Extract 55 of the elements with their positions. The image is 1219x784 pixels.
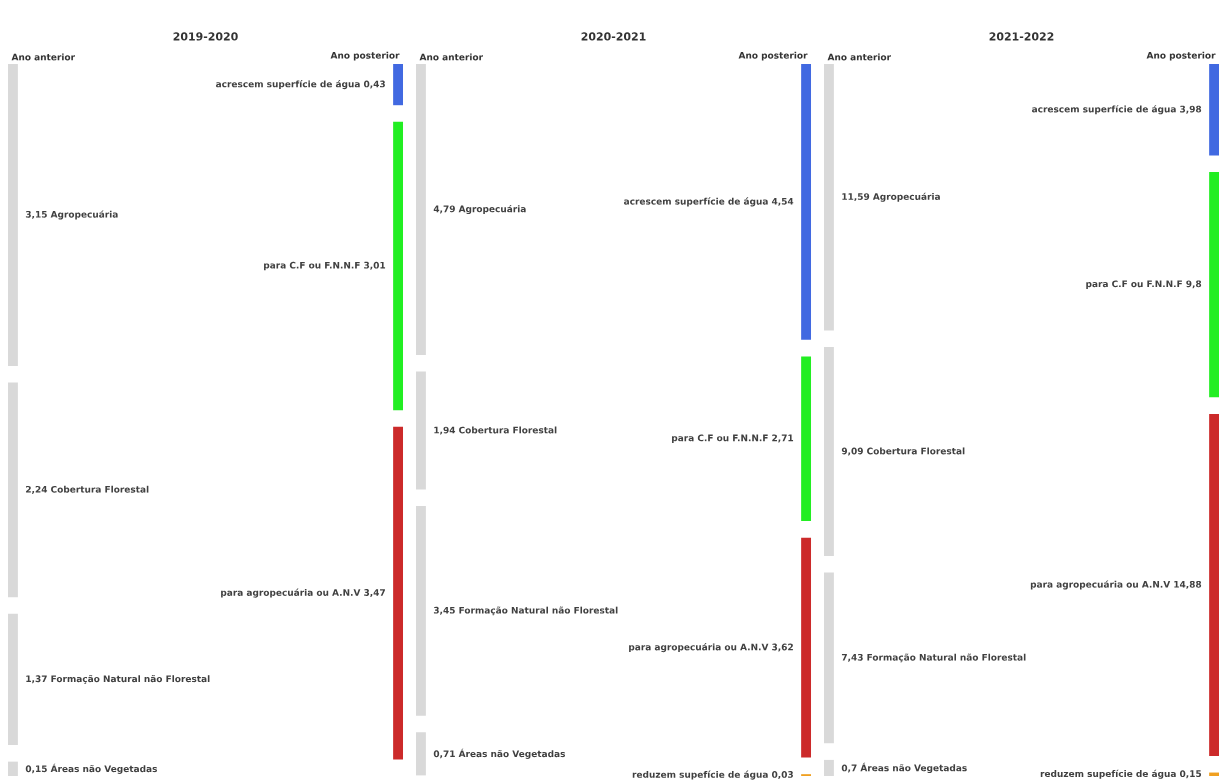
category-label: Áreas não Vegetadas xyxy=(860,762,967,774)
text: 2021-2022 xyxy=(989,32,1054,41)
data-label: 3,47 xyxy=(364,589,385,598)
category-label: Agropecuária xyxy=(50,210,118,220)
category-label: para C.F ou F.N.N.F xyxy=(264,261,360,271)
data-label: 3,62 xyxy=(772,643,793,652)
data-label: 0,03 xyxy=(771,771,793,779)
data-label: 2,71 xyxy=(772,434,794,443)
category-label: Agropecuária xyxy=(458,204,526,215)
text: Ano posterior xyxy=(1146,51,1216,61)
category-label: Cobertura Florestal xyxy=(51,485,149,493)
text: Ano posterior xyxy=(330,51,400,61)
text: Ano posterior xyxy=(738,51,808,61)
category-label: para agropecuária ou A.N.V xyxy=(221,588,361,598)
category-label: para agropecuária ou A.N.V xyxy=(629,643,769,653)
data-label: 0,43 xyxy=(363,80,385,89)
data-label: 4,79 xyxy=(433,205,455,214)
category-label: Áreas não Vegetadas xyxy=(458,748,566,759)
data-label: 3,45 xyxy=(433,606,455,615)
category-label: para C.F ou F.N.N.F xyxy=(1086,280,1182,289)
data-label: 7,43 xyxy=(841,653,863,662)
category-label: acrescem superfície de água xyxy=(216,80,360,90)
data-label: 4,54 xyxy=(771,198,794,206)
category-label: Formação Natural não Florestal xyxy=(459,606,618,616)
data-label: 0,7 xyxy=(841,764,857,773)
text: 2020-2021 xyxy=(581,32,646,41)
category-label: acrescem superfície de água xyxy=(1032,105,1176,115)
category-label: acrescem superfície de água xyxy=(624,197,768,207)
category-label: reduzem supefície de água xyxy=(1040,769,1176,779)
text: 2019-2020 xyxy=(173,32,238,41)
text: Ano anterior xyxy=(827,53,891,61)
data-label: 9,09 xyxy=(841,447,863,456)
text: Ano anterior xyxy=(419,53,483,61)
data-label: 11,59 xyxy=(842,193,870,202)
data-label: 3,01 xyxy=(364,261,386,270)
category-label: Formação Natural não Florestal xyxy=(51,675,210,684)
category-label: Cobertura Florestal xyxy=(867,447,965,455)
data-label: 0,15 xyxy=(1179,770,1202,779)
category-label: Cobertura Florestal xyxy=(459,426,557,434)
category-label: Agropecuária xyxy=(872,192,940,202)
data-label: 2,24 xyxy=(26,485,48,494)
category-label: Formação Natural não Florestal xyxy=(867,653,1026,663)
category-label: Áreas não Vegetadas xyxy=(50,763,157,774)
data-label: 1,94 xyxy=(434,426,456,435)
data-label: 0,71 xyxy=(433,750,455,759)
category-label: para agropecuária ou A.N.V xyxy=(1030,580,1171,590)
text: Ano anterior xyxy=(11,53,75,61)
data-label: 3,15 xyxy=(25,210,47,219)
data-label: 3,98 xyxy=(1180,105,1202,114)
data-label: 0,15 xyxy=(25,765,47,774)
data-label: 1,37 xyxy=(26,675,47,684)
data-label: 9,8 xyxy=(1186,280,1202,289)
category-label: para C.F ou F.N.N.F xyxy=(672,434,768,444)
data-label: 14,88 xyxy=(1174,580,1202,589)
category-label: reduzem supefície de água xyxy=(632,770,768,780)
